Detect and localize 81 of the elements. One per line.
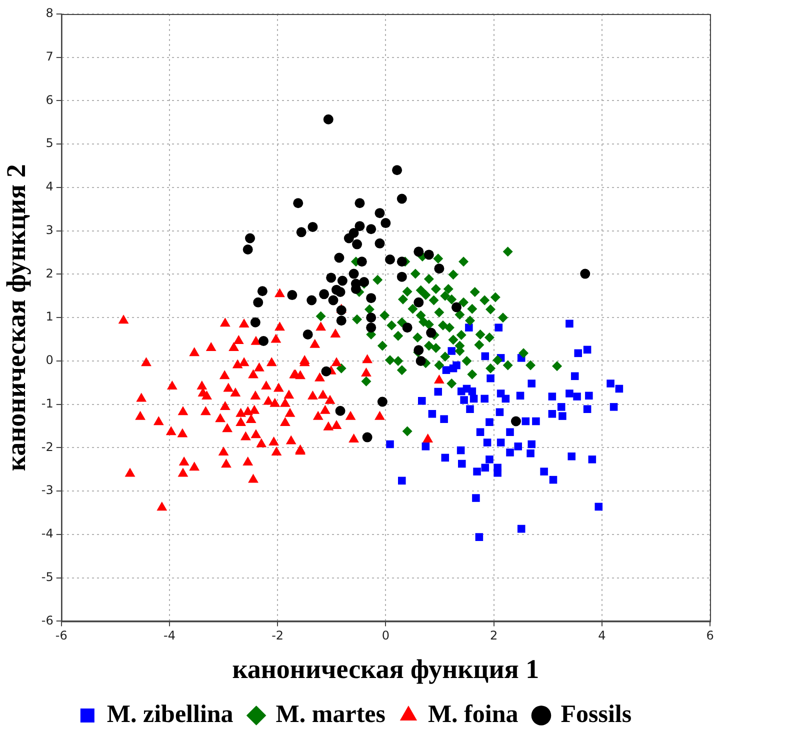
point <box>326 272 336 283</box>
point <box>380 218 391 228</box>
point <box>402 322 412 333</box>
y-tick-label: 5 <box>46 136 54 150</box>
point <box>352 239 362 250</box>
point <box>354 198 365 208</box>
point <box>377 396 388 407</box>
y-tick-label: 4 <box>46 180 54 194</box>
point <box>362 432 372 442</box>
point <box>334 252 344 263</box>
point <box>374 208 385 218</box>
y-tick-label: 3 <box>46 222 54 237</box>
y-tick-label: 0 <box>46 353 54 368</box>
x-tick-label: 4 <box>598 628 606 643</box>
point <box>335 406 346 416</box>
point <box>434 264 444 274</box>
point <box>319 289 330 300</box>
point <box>257 286 268 296</box>
point <box>396 272 407 282</box>
y-tick-label: -6 <box>41 613 54 628</box>
y-tick-label: -2 <box>41 440 54 454</box>
point <box>451 302 462 312</box>
point <box>302 330 313 340</box>
point <box>336 305 346 316</box>
y-tick-label: -1 <box>41 396 54 410</box>
point <box>258 336 269 346</box>
x-tick-label: -2 <box>272 628 284 643</box>
point <box>336 316 346 326</box>
y-tick-label: 6 <box>46 92 54 107</box>
point <box>293 198 304 208</box>
point <box>296 227 306 238</box>
point <box>392 165 402 176</box>
point <box>253 297 264 308</box>
point <box>321 366 332 376</box>
point <box>323 114 334 124</box>
point <box>356 256 367 267</box>
point <box>396 256 407 267</box>
x-tick-label: 2 <box>490 628 498 643</box>
point <box>344 233 354 244</box>
point <box>287 290 298 300</box>
y-tick-label: -3 <box>41 483 54 498</box>
point <box>245 233 256 244</box>
point <box>337 276 348 286</box>
point <box>580 268 590 279</box>
legend-label: M. foina <box>428 700 519 728</box>
y-tick-label: -4 <box>41 526 54 541</box>
y-tick-label: 7 <box>46 49 54 64</box>
x-tick-label: 0 <box>382 628 390 643</box>
point <box>416 356 426 366</box>
point <box>250 317 260 328</box>
point <box>366 322 376 333</box>
point <box>242 244 253 255</box>
point <box>328 295 338 306</box>
legend-label: M. martes <box>276 700 386 728</box>
point <box>385 254 396 264</box>
point <box>396 194 407 204</box>
point <box>306 295 317 306</box>
point <box>308 222 318 232</box>
point <box>374 238 385 248</box>
point <box>366 224 376 234</box>
x-axis-title: каноническая функция 1 <box>232 654 540 684</box>
x-tick-label: -6 <box>55 628 68 643</box>
y-tick-label: 2 <box>46 266 54 280</box>
point <box>510 416 521 426</box>
point <box>331 284 342 295</box>
point <box>426 328 436 338</box>
y-tick-label: 1 <box>46 310 54 324</box>
point <box>366 293 376 304</box>
point <box>354 221 365 232</box>
point <box>348 268 359 279</box>
legend-label: Fossils <box>560 700 632 728</box>
point <box>414 246 424 257</box>
x-tick-label: -4 <box>163 628 176 643</box>
y-tick-label: 8 <box>46 6 54 20</box>
legend-label: M. zibellina <box>106 700 234 728</box>
point <box>366 312 376 323</box>
y-tick-label: -5 <box>41 570 54 584</box>
y-axis-title: каноническая функция 2 <box>1 164 32 472</box>
point <box>414 297 424 308</box>
x-tick-label: 6 <box>706 628 714 643</box>
point <box>424 250 434 260</box>
